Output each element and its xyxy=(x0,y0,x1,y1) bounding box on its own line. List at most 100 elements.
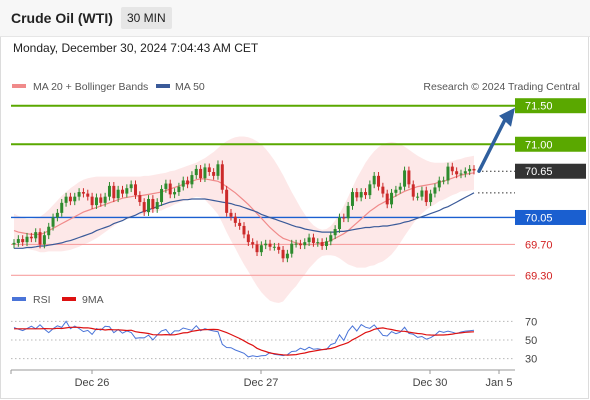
candle-body xyxy=(442,180,446,182)
candle-body xyxy=(446,166,450,181)
candle-body xyxy=(385,193,389,205)
candle-body xyxy=(420,190,424,197)
candle xyxy=(194,165,198,179)
candle xyxy=(216,160,220,180)
candle xyxy=(307,233,311,246)
candle xyxy=(264,239,268,250)
candle xyxy=(203,163,207,183)
candle xyxy=(168,179,172,199)
candle xyxy=(372,172,376,189)
candle xyxy=(290,239,294,258)
level-label-box-pivot xyxy=(515,209,586,225)
candle xyxy=(259,241,263,257)
candle-body xyxy=(86,193,90,197)
rsi-legend-swatch xyxy=(12,297,26,301)
candle xyxy=(86,189,90,201)
candle-body xyxy=(64,196,68,203)
candle-body xyxy=(398,186,402,190)
candle-body xyxy=(47,226,51,236)
rsi-ma-legend-swatch xyxy=(62,297,76,301)
candle xyxy=(424,186,428,206)
candle xyxy=(368,180,372,199)
candle xyxy=(255,240,259,257)
ma20-legend-swatch xyxy=(12,84,26,88)
candle-body xyxy=(207,167,211,172)
ma20-line xyxy=(13,172,475,246)
candle xyxy=(29,232,33,243)
candle-body xyxy=(298,243,302,246)
candle xyxy=(120,185,124,198)
candle-body xyxy=(316,242,320,244)
candle xyxy=(233,212,237,227)
candle-body xyxy=(99,197,103,203)
candle-body xyxy=(329,235,333,242)
candle-body xyxy=(285,253,289,259)
candle xyxy=(416,192,420,201)
candle-body xyxy=(333,229,337,236)
candle-body xyxy=(134,184,138,196)
time-axis-label: Dec 26 xyxy=(75,377,110,389)
ma50-line xyxy=(14,192,475,249)
candle xyxy=(285,249,289,263)
candle xyxy=(446,162,450,185)
projection-arrow-head xyxy=(499,107,515,127)
candle xyxy=(459,169,463,179)
time-axis-label: Dec 30 xyxy=(413,377,448,389)
candle xyxy=(60,198,64,217)
candle xyxy=(125,184,129,198)
candle xyxy=(220,160,224,194)
candle xyxy=(268,239,272,251)
candle-body xyxy=(194,168,198,176)
rsi-ma-legend-label: 9MA xyxy=(82,294,104,306)
timeframe-badge[interactable]: 30 MIN xyxy=(121,7,172,29)
candle-body xyxy=(151,198,155,209)
candle-body xyxy=(290,243,294,254)
candle-body xyxy=(272,246,276,248)
candle-body xyxy=(468,168,472,172)
rsi-tick-label: 50 xyxy=(525,335,537,347)
candle xyxy=(377,172,381,191)
candle xyxy=(181,176,185,191)
candle-body xyxy=(424,190,428,203)
level-label-box-target-1 xyxy=(515,136,586,152)
candle-body xyxy=(359,192,363,198)
candle-body xyxy=(42,235,46,245)
candle-body xyxy=(129,184,133,189)
candle xyxy=(437,176,441,192)
candle xyxy=(242,222,246,239)
candle xyxy=(81,188,85,198)
candle xyxy=(298,239,302,250)
candle-body xyxy=(433,187,437,194)
candle xyxy=(238,219,242,230)
candle xyxy=(160,185,164,206)
candle-body xyxy=(51,217,55,227)
candle-body xyxy=(25,236,29,243)
candle-body xyxy=(324,241,328,246)
candle xyxy=(468,165,472,176)
candle-body xyxy=(55,212,59,218)
candle xyxy=(173,188,177,199)
candle-body xyxy=(277,246,281,250)
candle-body xyxy=(455,171,459,175)
candle xyxy=(311,233,315,247)
candle xyxy=(68,192,72,206)
candle-body xyxy=(225,189,229,213)
candle-body xyxy=(372,175,376,185)
candle xyxy=(359,188,363,202)
candle xyxy=(398,182,402,194)
candle-body xyxy=(251,242,255,245)
candle xyxy=(390,188,394,209)
candle-body xyxy=(60,202,64,213)
candle xyxy=(147,195,151,216)
candle xyxy=(47,222,51,240)
candle-body xyxy=(164,183,168,189)
candle xyxy=(303,238,307,250)
candle-body xyxy=(307,237,311,243)
rsi-ma-line xyxy=(14,326,475,356)
candle-body xyxy=(294,243,298,245)
candle-body xyxy=(303,242,307,246)
candle-body xyxy=(472,168,476,171)
candle xyxy=(329,231,333,246)
candle xyxy=(134,180,138,199)
candle-body xyxy=(173,192,177,195)
